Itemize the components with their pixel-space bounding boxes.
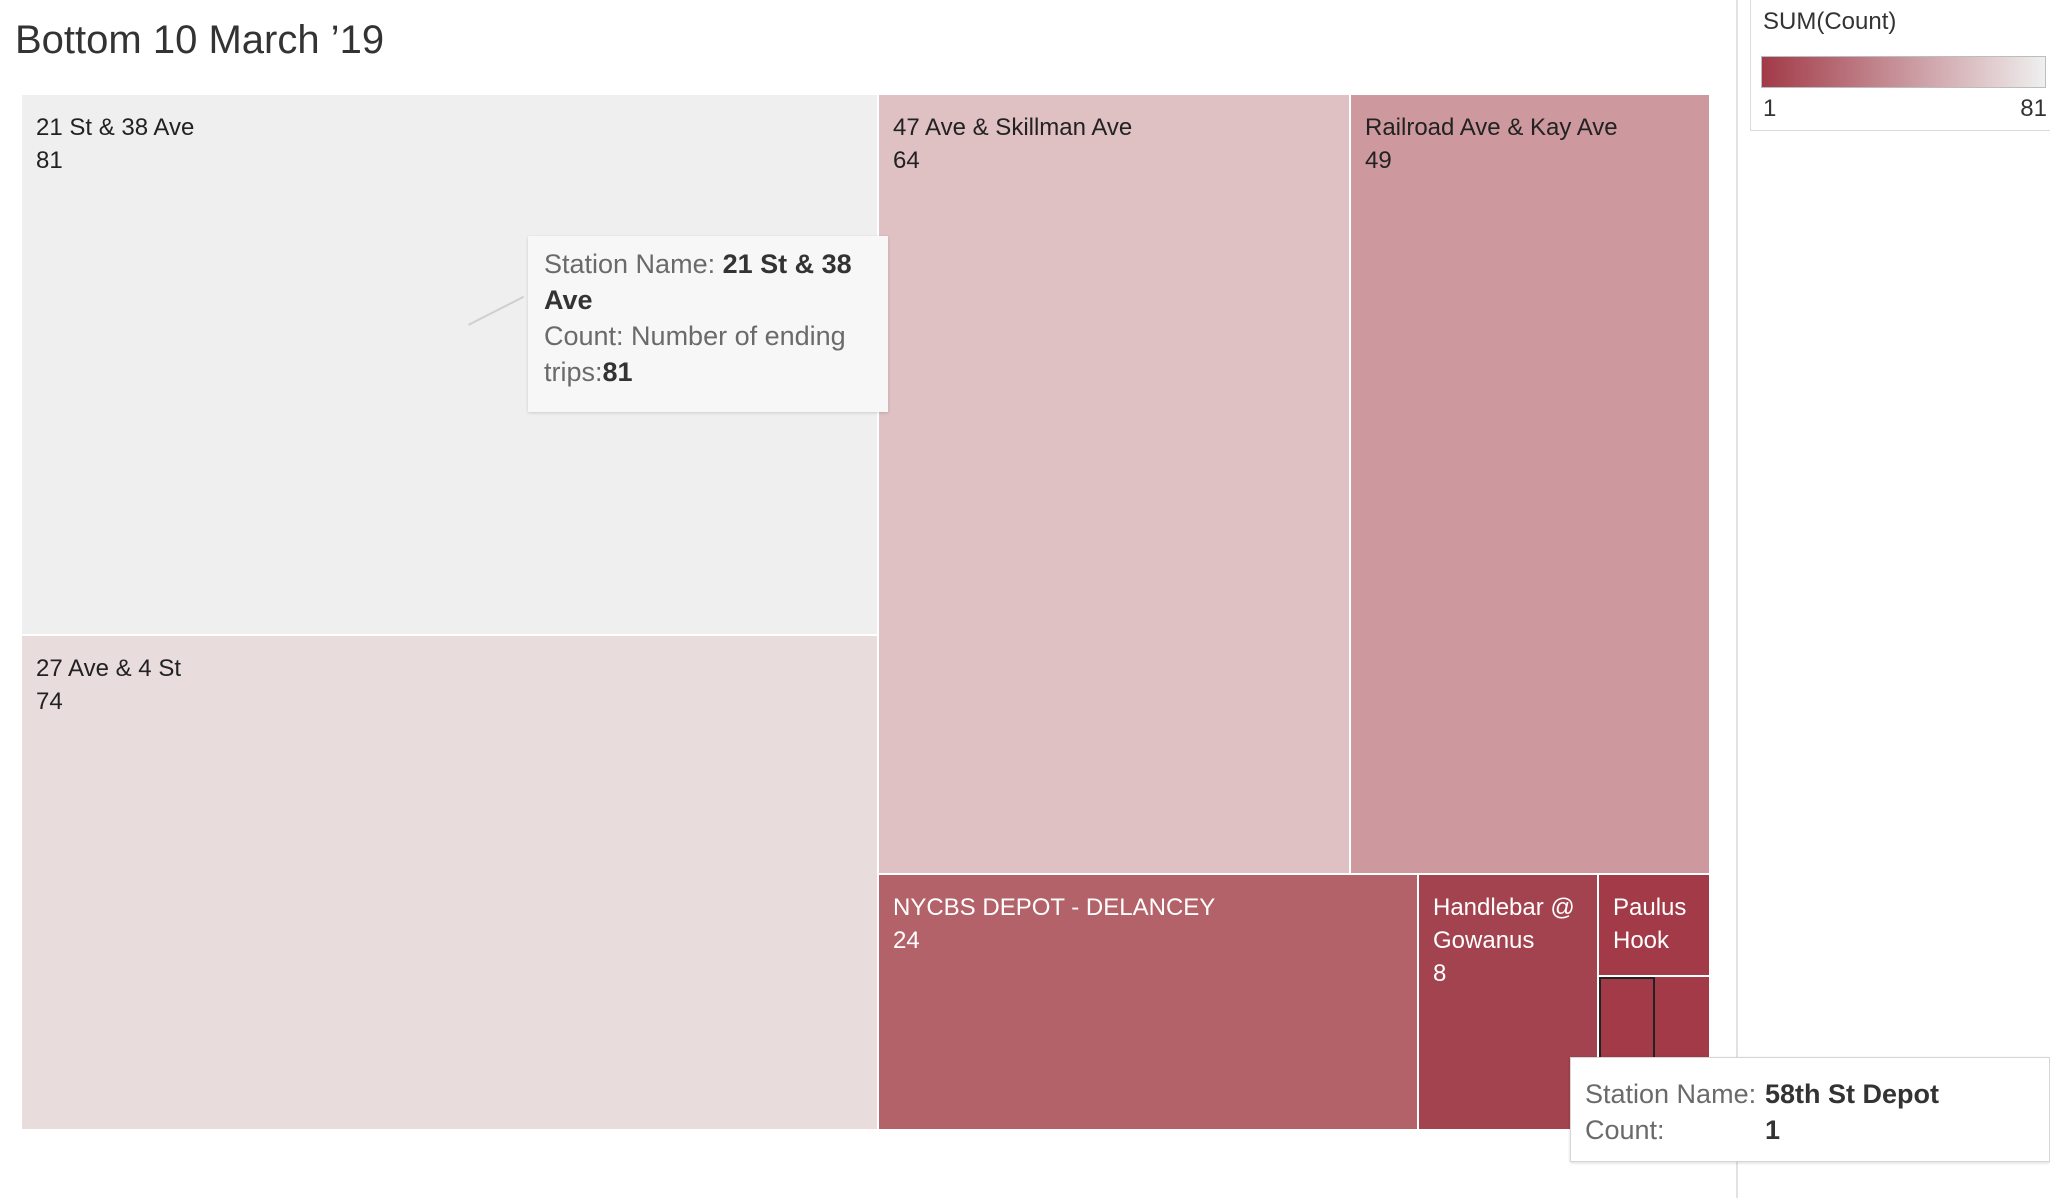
tile-value: 74 [36,688,63,715]
color-legend[interactable]: SUM(Count) 1 81 [1750,0,2050,131]
tooltip-hover: Station Name: 58th St Depot Count: 1 [1570,1057,2050,1162]
treemap-tile[interactable]: Handlebar @ Gowanus 8 [1419,875,1599,1131]
legend-max-label: 81 [2020,95,2047,122]
legend-title: SUM(Count) [1763,8,1897,35]
tooltip-count-label: Count: Number of ending trips: [544,321,846,387]
tooltip-name-value: 58th St Depot [1765,1079,1940,1109]
tile-label: Handlebar @ Gowanus [1433,894,1575,954]
tile-label: 21 St & 38 Ave [36,114,195,141]
tooltip-name-value: 21 St & 38 Ave [544,249,852,315]
tile-label: 27 Ave & 4 St [36,655,181,682]
tile-label: Railroad Ave & Kay Ave [1365,114,1618,141]
legend-min-label: 1 [1763,95,1777,122]
tile-value: 64 [893,147,920,174]
panel-divider [1736,0,1738,1198]
tile-value: 81 [36,147,63,174]
tile-label: NYCBS DEPOT - DELANCEY [893,894,1216,921]
treemap-tile[interactable]: Paulus Hook [1599,875,1711,977]
treemap-tile[interactable]: 47 Ave & Skillman Ave 64 [879,95,1351,875]
chart-title: Bottom 10 March ’19 [15,18,385,62]
tooltip-count-value: 1 [1765,1115,1781,1145]
tooltip-selected: Station Name: 21 St & 38 Ave Count: Numb… [528,236,888,412]
treemap-tile[interactable]: Railroad Ave & Kay Ave 49 [1351,95,1711,875]
tile-value: 49 [1365,147,1392,174]
tile-value: 24 [893,927,920,954]
tooltip-name-label: Station Name: [544,249,716,279]
tile-label: 47 Ave & Skillman Ave [893,114,1133,141]
legend-color-ramp [1761,56,2046,88]
tile-label: Paulus Hook [1613,894,1687,954]
tooltip-count-value: 81 [602,357,633,387]
treemap-tile[interactable]: NYCBS DEPOT - DELANCEY 24 [879,875,1419,1131]
tooltip-count-label: Count: [1585,1115,1665,1145]
treemap-tile[interactable]: 27 Ave & 4 St 74 [22,636,879,1131]
tile-value: 8 [1433,960,1447,987]
tooltip-name-label: Station Name: [1585,1079,1757,1109]
